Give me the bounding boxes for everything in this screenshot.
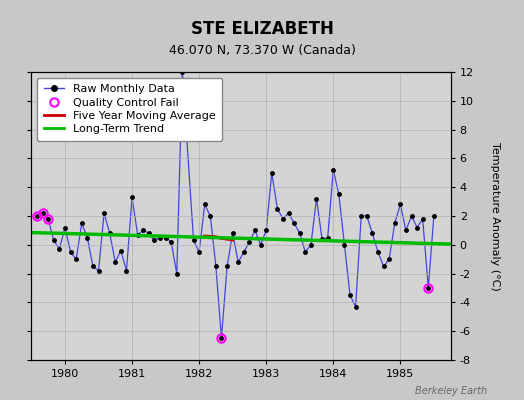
Legend: Raw Monthly Data, Quality Control Fail, Five Year Moving Average, Long-Term Tren: Raw Monthly Data, Quality Control Fail, … [37, 78, 222, 141]
Text: STE ELIZABETH: STE ELIZABETH [191, 20, 333, 38]
Text: Berkeley Earth: Berkeley Earth [415, 386, 487, 396]
Y-axis label: Temperature Anomaly (°C): Temperature Anomaly (°C) [490, 142, 500, 290]
Text: 46.070 N, 73.370 W (Canada): 46.070 N, 73.370 W (Canada) [169, 44, 355, 57]
